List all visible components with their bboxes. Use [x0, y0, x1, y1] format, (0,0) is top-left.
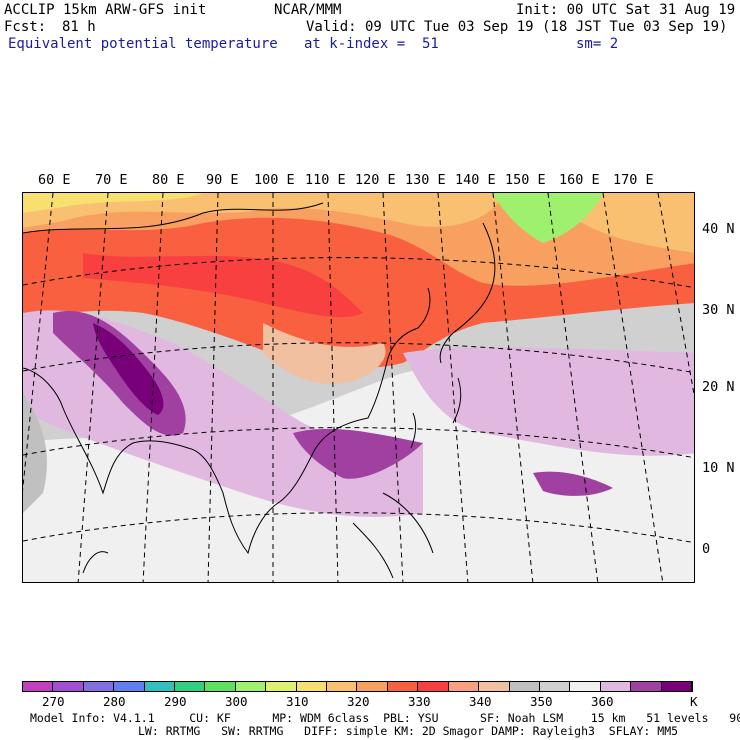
longitude-label: 160 E — [559, 172, 600, 188]
field-band-northern-edge — [23, 193, 694, 253]
colorbar-swatch — [600, 682, 632, 691]
latitude-label: 20 N — [702, 379, 735, 395]
colorbar-swatch — [175, 682, 206, 691]
latitude-label: 0 — [702, 541, 711, 557]
colorbar-swatch — [387, 682, 419, 691]
colorbar-swatch — [23, 682, 54, 691]
colorbar-swatch — [661, 682, 692, 691]
colorbar-swatch — [83, 682, 115, 691]
valid-time: Valid: 09 UTC Tue 03 Sep 19 (18 JST Tue … — [306, 19, 728, 35]
colorbar-swatch — [509, 682, 540, 691]
colorbar-tick-label: 360 — [591, 694, 614, 709]
field-band-lavender-east — [403, 347, 694, 456]
colorbar-tick-label: 340 — [469, 694, 492, 709]
latitude-label: 10 N — [702, 460, 735, 476]
colorbar-tick-label: 290 — [164, 694, 187, 709]
colorbar-swatch — [205, 682, 236, 691]
field-band-purple-pacific — [533, 471, 613, 496]
theta-e-field — [23, 193, 694, 582]
latitude-label: 40 N — [702, 221, 735, 237]
colorbar-tick-label: 350 — [530, 694, 553, 709]
model-info-line2: LW: RRTMG SW: RRTMG DIFF: simple KM: 2D … — [138, 724, 679, 738]
colorbar-unit: K — [690, 694, 698, 709]
longitude-label: 100 E — [254, 172, 295, 188]
colorbar-swatch — [235, 682, 267, 691]
field-band-salmon — [263, 323, 386, 384]
colorbar-tick-label: 320 — [347, 694, 370, 709]
longitude-label: 80 E — [152, 172, 185, 188]
forecast-hours: 81 h — [62, 19, 96, 35]
colorbar-tick-label: 330 — [408, 694, 431, 709]
graticule — [23, 193, 694, 582]
smoothing: sm= 2 — [576, 36, 619, 52]
coastlines — [23, 202, 496, 579]
forecast-label: Fcst: — [4, 19, 47, 35]
colorbar-swatch — [144, 682, 176, 691]
longitude-label: 60 E — [38, 172, 71, 188]
colorbar-swatch — [631, 682, 662, 691]
field-name: Equivalent potential temperature — [8, 36, 278, 52]
colorbar-swatch — [296, 682, 328, 691]
model-title: ACCLIP 15km ARW-GFS init — [4, 2, 207, 18]
colorbar-swatch — [327, 682, 358, 691]
colorbar-swatch — [53, 682, 84, 691]
level-index: at k-index = 51 — [304, 36, 439, 52]
field-band-red — [23, 217, 694, 369]
colorbar-swatch — [570, 682, 601, 691]
field-band-north-east-green — [493, 193, 603, 243]
longitude-label: 120 E — [355, 172, 396, 188]
colorbar-swatch — [418, 682, 449, 691]
colorbar-swatch — [357, 682, 388, 691]
field-band-north-west — [23, 193, 203, 213]
model-info-line1: Model Info: V4.1.1 CU: KF MP: WDM 6class… — [30, 711, 740, 725]
longitude-label: 150 E — [505, 172, 546, 188]
map-panel — [22, 192, 695, 583]
colorbar-swatch — [479, 682, 510, 691]
longitude-label: 130 E — [405, 172, 446, 188]
colorbar-tick-label: 300 — [225, 694, 248, 709]
org-label: NCAR/MMM — [274, 2, 342, 18]
field-band-purple-sea — [293, 428, 423, 479]
longitude-label: 110 E — [305, 172, 346, 188]
field-band-red-core — [83, 253, 363, 318]
longitude-label: 90 E — [206, 172, 239, 188]
colorbar-tick-label: 280 — [103, 694, 126, 709]
colorbar-swatch — [114, 682, 145, 691]
colorbar-swatch — [448, 682, 480, 691]
longitude-label: 140 E — [455, 172, 496, 188]
colorbar-tick-label: 310 — [286, 694, 309, 709]
colorbar — [22, 681, 693, 692]
field-band-dark-purple — [93, 323, 164, 415]
init-time: Init: 00 UTC Sat 31 Aug 19 — [516, 2, 736, 18]
colorbar-swatch — [266, 682, 297, 691]
colorbar-swatch — [539, 682, 571, 691]
longitude-label: 170 E — [613, 172, 654, 188]
latitude-label: 30 N — [702, 302, 735, 318]
colorbar-tick-label: 270 — [42, 694, 65, 709]
longitude-label: 70 E — [95, 172, 128, 188]
